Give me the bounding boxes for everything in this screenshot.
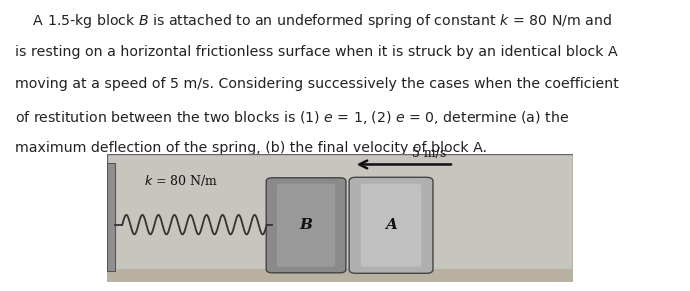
Bar: [107, 163, 115, 271]
Text: moving at a speed of 5 m/s. Considering successively the cases when the coeffici: moving at a speed of 5 m/s. Considering …: [15, 77, 619, 91]
Text: of restitution between the two blocks is (1) $\it{e}$ = 1, (2) $\it{e}$ = 0, det: of restitution between the two blocks is…: [15, 109, 569, 126]
FancyBboxPatch shape: [266, 178, 346, 273]
Text: maximum deflection of the spring, (b) the final velocity of block A.: maximum deflection of the spring, (b) th…: [15, 141, 487, 155]
Bar: [107, 269, 573, 282]
FancyBboxPatch shape: [349, 177, 433, 273]
Text: A: A: [385, 218, 397, 232]
Text: B: B: [299, 218, 313, 232]
Text: is resting on a horizontal frictionless surface when it is struck by an identica: is resting on a horizontal frictionless …: [15, 45, 618, 58]
Text: A 1.5-kg block $\it{B}$ is attached to an undeformed spring of constant $\it{k}$: A 1.5-kg block $\it{B}$ is attached to a…: [15, 12, 612, 30]
Text: $k$ = 80 N/m: $k$ = 80 N/m: [144, 173, 219, 187]
Text: 5 m/s: 5 m/s: [413, 147, 446, 160]
FancyBboxPatch shape: [361, 184, 422, 267]
FancyBboxPatch shape: [277, 184, 335, 267]
